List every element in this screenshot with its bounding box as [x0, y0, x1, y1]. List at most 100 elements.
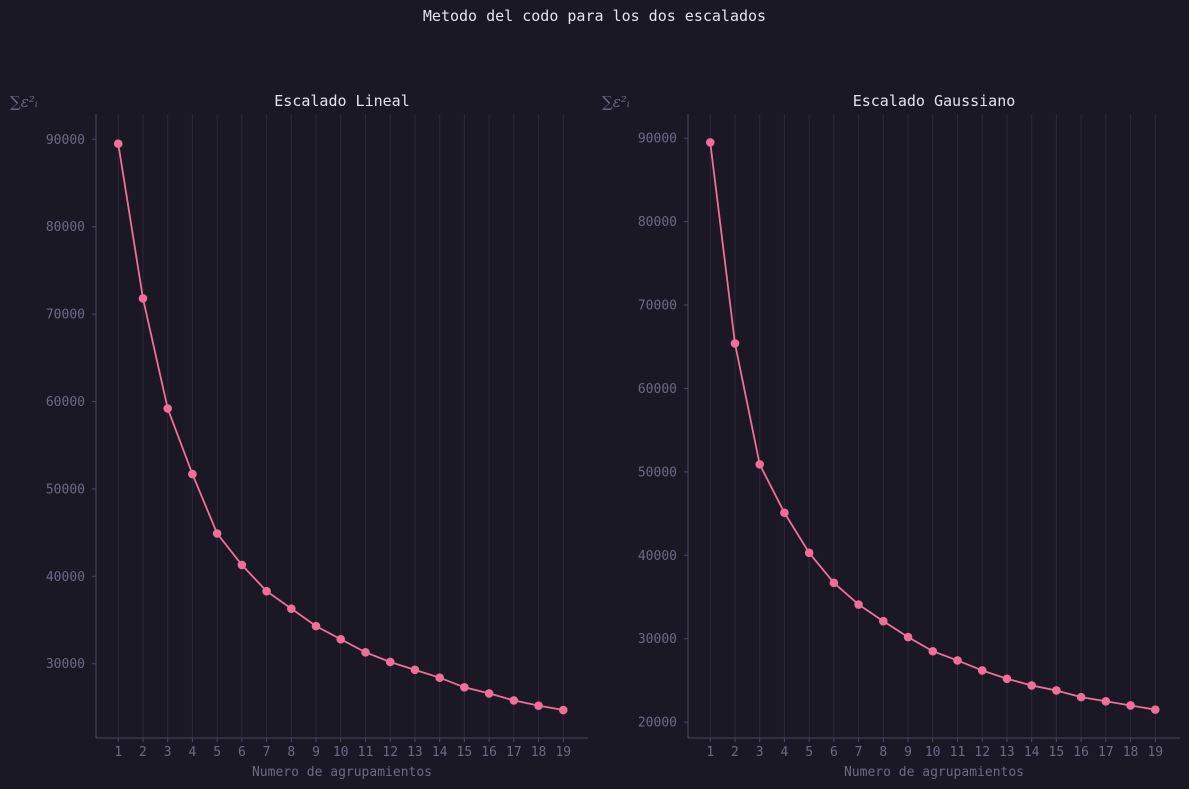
data-point-k12: [977, 666, 987, 675]
x-tick-label: 8: [879, 745, 887, 760]
data-point-k14: [1027, 681, 1036, 690]
x-tick-label: 14: [1024, 745, 1040, 760]
x-tick-label: 6: [830, 745, 838, 760]
x-tick-label: 10: [925, 745, 941, 760]
x-tick-label: 12: [974, 745, 990, 760]
y-tick-label: 70000: [46, 308, 85, 323]
x-tick-label: 13: [999, 745, 1015, 760]
data-point-k19: [1150, 705, 1160, 714]
data-point-k17: [509, 696, 519, 705]
data-point-k13: [1002, 674, 1012, 684]
data-point-k16: [1076, 692, 1086, 702]
x-tick-label: 5: [805, 745, 813, 760]
y-tick-label: 50000: [46, 482, 85, 497]
y-tick-label: 40000: [46, 570, 85, 585]
x-tick-label: 6: [238, 745, 246, 760]
x-axis-label: Numero de agrupamientos: [252, 765, 432, 780]
data-point-k7: [854, 600, 863, 609]
x-tick-label: 17: [506, 745, 522, 760]
x-tick-label: 14: [432, 745, 448, 760]
data-point-k11: [953, 656, 962, 665]
x-tick-label: 18: [1123, 745, 1139, 760]
panel-title: Escalado Lineal: [274, 92, 409, 110]
x-tick-label: 4: [189, 745, 197, 760]
x-tick-label: 3: [756, 745, 764, 760]
x-tick-label: 11: [358, 745, 374, 760]
data-point-k15: [460, 683, 469, 692]
y-tick-label: 40000: [638, 549, 677, 564]
panel-linear-scaling: 1 2 3 4 5 6 7 8 9 10 11 12 13 14 15 16 17 18 1930000400005…: [10, 92, 588, 780]
x-tick-label: 16: [481, 745, 497, 760]
panel-title: Escalado Gaussiano: [853, 92, 1016, 110]
data-point-k3: [163, 404, 172, 413]
data-point-k19: [558, 705, 568, 715]
data-point-k9: [903, 632, 913, 642]
data-point-k5: [804, 548, 814, 558]
data-point-k1: [113, 139, 123, 149]
x-tick-label: 7: [855, 745, 863, 760]
x-tick-label: 5: [213, 745, 221, 760]
data-point-k15: [1052, 686, 1061, 695]
data-point-k7: [262, 586, 271, 596]
x-tick-label: 4: [781, 745, 789, 760]
x-tick-label: 3: [164, 745, 172, 760]
y-tick-label: 50000: [638, 465, 677, 480]
y-tick-label: 60000: [638, 382, 677, 397]
x-tick-label: 2: [731, 745, 739, 760]
x-tick-label: 15: [1049, 745, 1065, 760]
y-tick-label: 70000: [638, 299, 677, 314]
y-tick-label: 90000: [638, 132, 677, 147]
figure-title: Metodo del codo para los dos escalados: [423, 7, 766, 25]
x-tick-label: 1: [114, 745, 122, 760]
x-tick-label: 15: [457, 745, 473, 760]
x-tick-label: 13: [407, 745, 423, 760]
x-axis-label: Numero de agrupamientos: [844, 765, 1024, 780]
data-point-k6: [237, 560, 247, 570]
data-point-k6: [829, 578, 839, 588]
x-tick-label: 11: [950, 745, 966, 760]
x-tick-label: 17: [1098, 745, 1114, 760]
data-point-k12: [385, 657, 395, 667]
data-point-k4: [780, 508, 789, 518]
y-axis-label: ∑ε²ᵢ: [602, 93, 630, 111]
y-tick-label: 30000: [46, 657, 85, 672]
data-point-k10: [928, 646, 938, 656]
data-point-k2: [730, 339, 740, 348]
data-point-k2: [138, 294, 148, 303]
data-point-k3: [755, 460, 764, 469]
x-tick-label: 12: [382, 745, 398, 760]
x-tick-label: 8: [287, 745, 295, 760]
data-point-k10: [336, 634, 346, 644]
panel-gaussian-scaling: 1 2 3 4 5 6 7 8 9 10 11 12 13 14 15 16 17 18 1920000300004…: [602, 92, 1180, 780]
x-tick-label: 1: [706, 745, 714, 760]
data-point-k9: [311, 621, 321, 631]
data-point-k16: [484, 689, 494, 698]
y-tick-label: 80000: [46, 220, 85, 235]
data-point-k17: [1101, 696, 1111, 706]
data-point-k11: [361, 648, 370, 657]
x-tick-label: 9: [904, 745, 912, 760]
y-axis-label: ∑ε²ᵢ: [10, 93, 38, 111]
x-tick-label: 16: [1073, 745, 1089, 760]
x-tick-label: 9: [312, 745, 320, 760]
y-tick-label: 90000: [46, 133, 85, 148]
data-point-k1: [705, 138, 715, 147]
x-tick-label: 10: [333, 745, 349, 760]
x-tick-label: 19: [1147, 745, 1163, 760]
y-tick-label: 80000: [638, 215, 677, 230]
x-tick-label: 7: [263, 745, 271, 760]
y-tick-label: 20000: [638, 716, 677, 731]
data-point-k5: [212, 529, 222, 538]
y-tick-label: 30000: [638, 632, 677, 647]
x-tick-label: 18: [531, 745, 547, 760]
x-tick-label: 19: [555, 745, 571, 760]
x-tick-label: 2: [139, 745, 147, 760]
data-point-k14: [435, 673, 444, 682]
data-point-k8: [287, 604, 296, 613]
data-point-k18: [1126, 701, 1135, 710]
data-point-k13: [410, 665, 420, 675]
y-tick-label: 60000: [46, 395, 85, 410]
data-point-k8: [879, 616, 888, 626]
